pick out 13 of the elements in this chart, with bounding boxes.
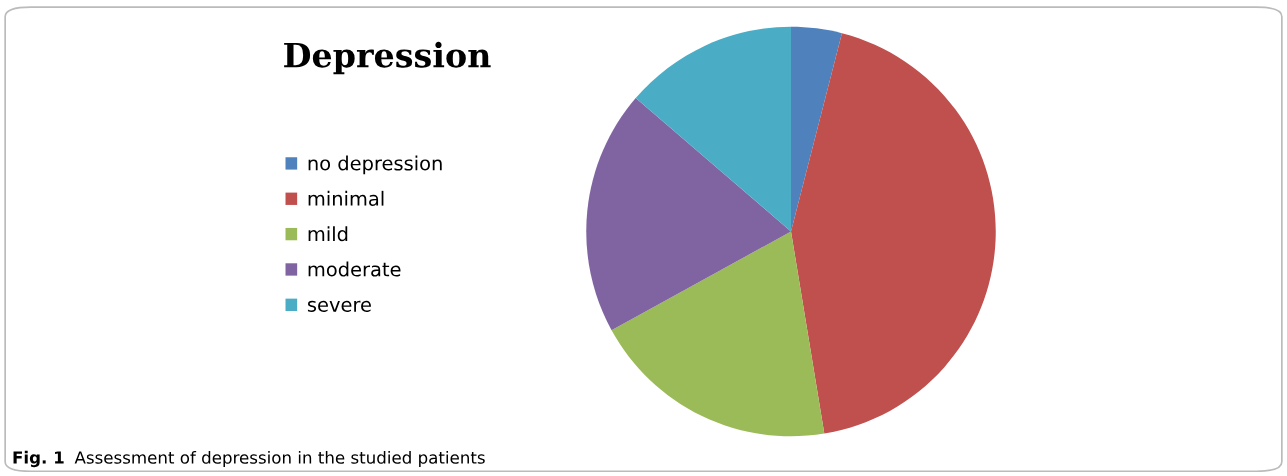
caption: Fig. 1 bbox=[13, 450, 64, 468]
pie-slice bbox=[635, 26, 791, 232]
text: Assessment of depression in the studied patients bbox=[74, 450, 485, 468]
pie-slice bbox=[791, 26, 842, 232]
pie-slice bbox=[791, 33, 996, 434]
chart-title: Depression bbox=[284, 41, 491, 75]
pie-slice bbox=[611, 231, 825, 437]
legend-label: mild bbox=[308, 226, 348, 242]
legend-label: severe bbox=[307, 300, 371, 312]
pie-slice bbox=[586, 98, 791, 331]
legend-label: moderate bbox=[308, 261, 401, 277]
legend-label: no depression bbox=[308, 155, 442, 175]
legend-label: minimal bbox=[308, 190, 384, 206]
